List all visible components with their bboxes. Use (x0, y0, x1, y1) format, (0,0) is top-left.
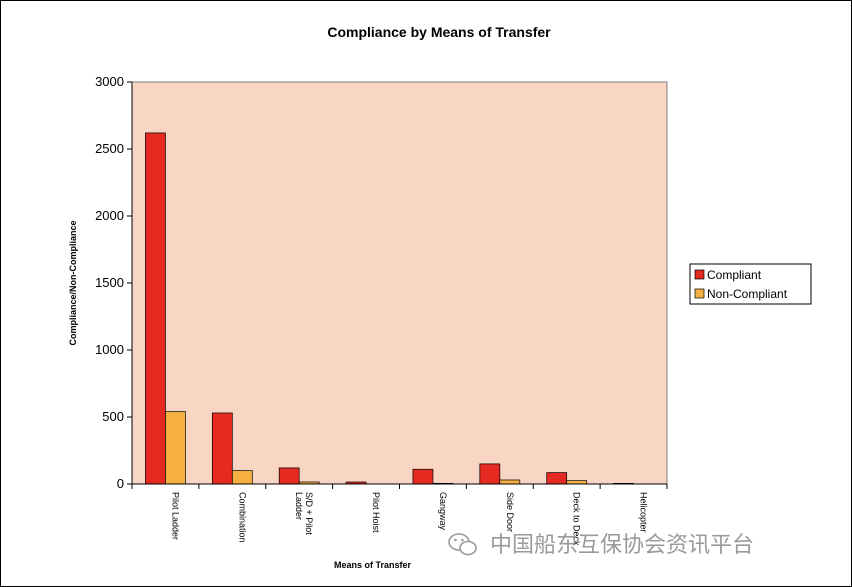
x-tick-label: Combination (237, 492, 247, 543)
watermark: 中国船东互保协会资讯平台 (448, 533, 754, 558)
wechat-icon (448, 533, 477, 556)
x-tick-label: Pilot Ladder (170, 492, 180, 540)
x-tick-label: Deck to Deck (572, 492, 582, 546)
bar-non-compliant (231, 470, 253, 485)
svg-text:Deck to Deck: Deck to Deck (572, 492, 582, 546)
bar-compliant (211, 412, 233, 485)
chart-title: Compliance by Means of Transfer (327, 24, 551, 40)
x-tick-label: Pilot Hoist (371, 492, 381, 533)
y-tick-label: 1500 (95, 275, 124, 290)
legend-label: Compliant (707, 268, 762, 282)
legend: Compliant Non-Compliant (689, 263, 812, 305)
svg-text:Ladder: Ladder (294, 492, 304, 520)
watermark-text: 中国船东互保协会资讯平台 (490, 533, 754, 558)
svg-text:Combination: Combination (237, 492, 247, 543)
svg-text:Pilot Hoist: Pilot Hoist (371, 492, 381, 533)
x-ticks-group: Pilot Ladder Combination S/D + PilotLadder… (131, 484, 668, 546)
y-tick-label: 2000 (95, 208, 124, 223)
bar-non-compliant (499, 479, 521, 485)
x-tick-label: Side Door (505, 492, 515, 532)
legend-label: Non-Compliant (707, 287, 788, 301)
bar-compliant (479, 463, 501, 485)
bar-compliant (145, 132, 166, 485)
bar-non-compliant (165, 411, 186, 485)
x-axis-title: Means of Transfer (334, 560, 412, 570)
y-tick-label: 3000 (95, 74, 124, 89)
svg-text:Pilot Ladder: Pilot Ladder (170, 492, 180, 540)
legend-swatch (694, 269, 705, 280)
y-tick-label: 500 (102, 409, 124, 424)
bar-compliant (546, 472, 568, 485)
y-tick-label: 1000 (95, 342, 124, 357)
y-axis-title: Compliance/Non-Compliance (68, 220, 78, 345)
svg-text:Side Door: Side Door (505, 492, 515, 532)
x-tick-label: Helicopter (639, 492, 649, 533)
bars-group (145, 132, 634, 485)
svg-text:S/D + Pilot: S/D + Pilot (304, 492, 314, 535)
bar-non-compliant (566, 480, 588, 485)
x-tick-label: Gangway (438, 492, 448, 531)
y-ticks-group: 0 500 1000 1500 2000 2500 3000 (95, 74, 132, 491)
bar-compliant (412, 468, 434, 485)
legend-box (689, 263, 812, 305)
legend-swatch (694, 288, 705, 299)
svg-text:Gangway: Gangway (438, 492, 448, 531)
svg-text:Helicopter: Helicopter (639, 492, 649, 533)
y-tick-label: 2500 (95, 141, 124, 156)
y-tick-label: 0 (117, 476, 124, 491)
bar-compliant (278, 467, 300, 485)
